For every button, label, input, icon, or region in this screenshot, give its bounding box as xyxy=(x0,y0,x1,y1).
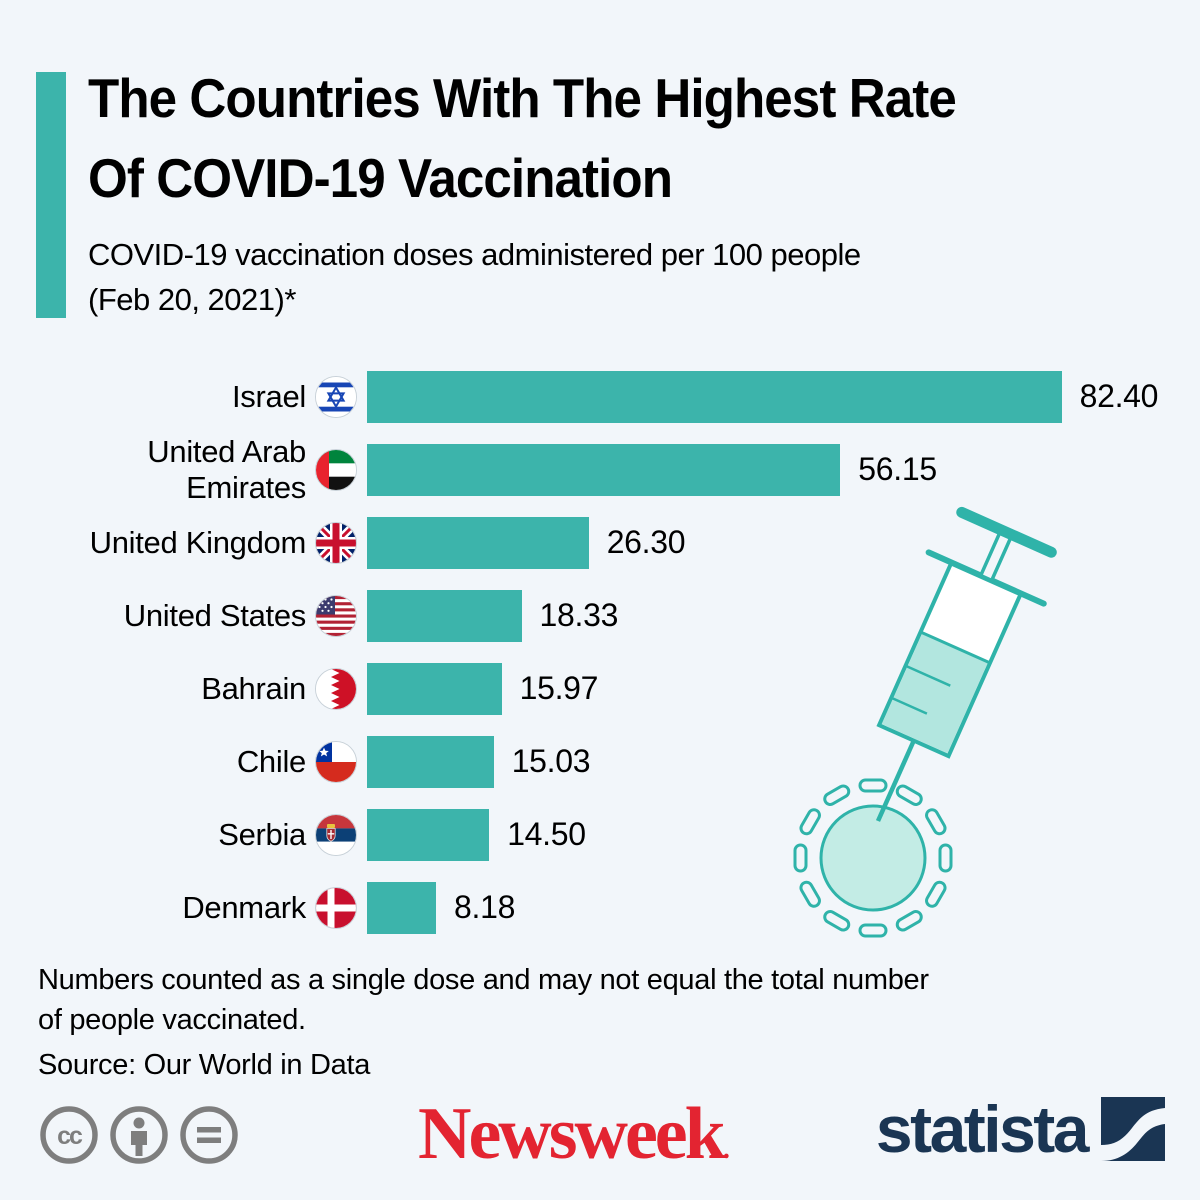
statista-logo-text: statista xyxy=(875,1092,1090,1166)
value-bar xyxy=(367,662,502,715)
flag-serbia-icon xyxy=(315,813,357,856)
page-title: The Countries With The Highest Rate Of C… xyxy=(88,58,1021,218)
bar-value-label: 15.97 xyxy=(519,670,599,706)
chart-row: United Arab Emirates 56.15 xyxy=(40,433,1170,506)
chart-row: Chile 15.03 xyxy=(40,725,1170,798)
chart-row: United States 18.33 xyxy=(40,579,1170,652)
bar-value-label: 8.18 xyxy=(454,889,516,925)
flag-denmark-icon xyxy=(315,886,357,929)
country-label: United States xyxy=(123,597,307,633)
country-label: Israel xyxy=(231,378,306,414)
country-label: Denmark xyxy=(182,889,306,925)
value-bar xyxy=(367,516,589,569)
statista-logo-icon xyxy=(1101,1097,1165,1161)
title-accent-bar xyxy=(36,72,66,318)
country-label: Chile xyxy=(236,743,306,779)
chart-row: Bahrain 15.97 xyxy=(40,652,1170,725)
svg-text:cc: cc xyxy=(57,1122,83,1150)
footnote-line-2: of people vaccinated. xyxy=(38,1004,306,1036)
flag-uae-icon xyxy=(315,448,357,491)
value-bar xyxy=(367,808,490,861)
country-label: United Kingdom xyxy=(89,524,307,560)
creative-commons-icon: cc xyxy=(40,1106,98,1164)
value-bar xyxy=(367,589,522,642)
flag-chile-icon xyxy=(315,740,357,783)
bar-value-label: 26.30 xyxy=(606,524,686,560)
bar-value-label: 15.03 xyxy=(511,743,591,779)
license-icons: cc xyxy=(38,1104,240,1166)
chart-subtitle: COVID-19 vaccination doses administered … xyxy=(88,232,861,322)
footnote: Numbers counted as a single dose and may… xyxy=(38,960,929,1085)
title-line-1: The Countries With The Highest Rate xyxy=(88,67,957,129)
chart-row: Denmark 8.18 xyxy=(40,871,1170,944)
value-bar xyxy=(367,443,841,496)
newsweek-logo: Newsweek. xyxy=(418,1092,730,1177)
no-derivatives-icon xyxy=(180,1106,238,1164)
newsweek-trademark-dot: . xyxy=(722,1134,730,1165)
chart-row: Israel 82.40 xyxy=(40,360,1170,433)
source-line: Source: Our World in Data xyxy=(38,1049,371,1081)
country-label: United Arab Emirates xyxy=(147,433,306,505)
bar-value-label: 18.33 xyxy=(539,597,619,633)
subtitle-line-2: (Feb 20, 2021)* xyxy=(88,282,296,317)
flag-usa-icon xyxy=(315,594,357,637)
chart-row: Serbia 14.50 xyxy=(40,798,1170,871)
value-bar xyxy=(367,370,1062,423)
bar-chart: Israel 82.40 United Arab Emirates 56.15 Un… xyxy=(40,360,1170,944)
country-label: Bahrain xyxy=(201,670,306,706)
flag-bahrain-icon xyxy=(315,667,357,710)
bar-value-label: 14.50 xyxy=(507,816,586,852)
newsweek-logo-text: Newsweek xyxy=(418,1093,726,1175)
footnote-line-1: Numbers counted as a single dose and may… xyxy=(38,964,929,996)
statista-logo: statista xyxy=(876,1096,1165,1162)
title-line-2: Of COVID-19 Vaccination xyxy=(88,147,673,209)
chart-row: United Kingdom 26.30 xyxy=(40,506,1170,579)
bar-value-label: 82.40 xyxy=(1079,378,1159,414)
attribution-icon xyxy=(110,1106,168,1164)
flag-israel-icon xyxy=(315,375,357,418)
bar-value-label: 56.15 xyxy=(858,451,937,487)
subtitle-line-1: COVID-19 vaccination doses administered … xyxy=(88,237,861,272)
value-bar xyxy=(367,881,436,934)
value-bar xyxy=(367,735,494,788)
flag-uk-icon xyxy=(315,521,357,564)
country-label: Serbia xyxy=(218,816,306,852)
